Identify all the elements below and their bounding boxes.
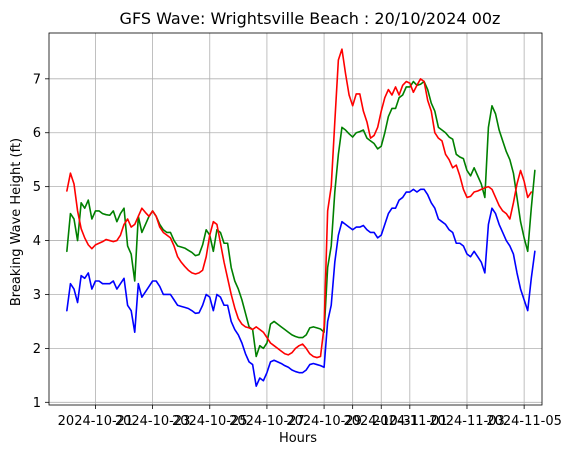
series-line-1 xyxy=(66,188,536,387)
plot-frame xyxy=(48,32,543,406)
x-tick-label: 2024-11-03 xyxy=(429,414,505,429)
grid-lines xyxy=(49,33,542,405)
y-tick-label: 3 xyxy=(33,288,41,303)
x-tick-label: 2024-10-31 xyxy=(343,414,419,429)
series-line-2 xyxy=(66,80,536,358)
y-axis-title: Breaking Wave Height (ft) xyxy=(9,138,24,306)
x-axis: 2024-10-212024-10-232024-10-252024-10-27… xyxy=(58,405,562,429)
y-tick-label: 7 xyxy=(33,72,41,87)
x-tick-label: 2024-10-23 xyxy=(115,414,191,429)
series-layer xyxy=(66,48,536,387)
x-tick-label: 2024-11-01 xyxy=(372,414,448,429)
x-tick-label: 2024-10-29 xyxy=(286,414,362,429)
x-tick-label: 2024-10-27 xyxy=(229,414,305,429)
y-tick-label: 6 xyxy=(33,126,41,141)
series-line-3 xyxy=(66,48,533,359)
y-tick-label: 5 xyxy=(33,180,41,195)
x-tick-label: 2024-11-05 xyxy=(486,414,562,429)
x-axis-title: Hours xyxy=(279,431,317,446)
x-tick-label: 2024-10-21 xyxy=(58,414,134,429)
chart-title: GFS Wave: Wrightsville Beach : 20/10/202… xyxy=(120,9,501,28)
y-tick-label: 1 xyxy=(33,396,41,411)
y-tick-label: 2 xyxy=(33,342,41,357)
y-tick-label: 4 xyxy=(33,234,41,249)
x-tick-label: 2024-10-25 xyxy=(172,414,248,429)
y-axis: 1 2 3 4 5 6 7 xyxy=(33,72,49,411)
